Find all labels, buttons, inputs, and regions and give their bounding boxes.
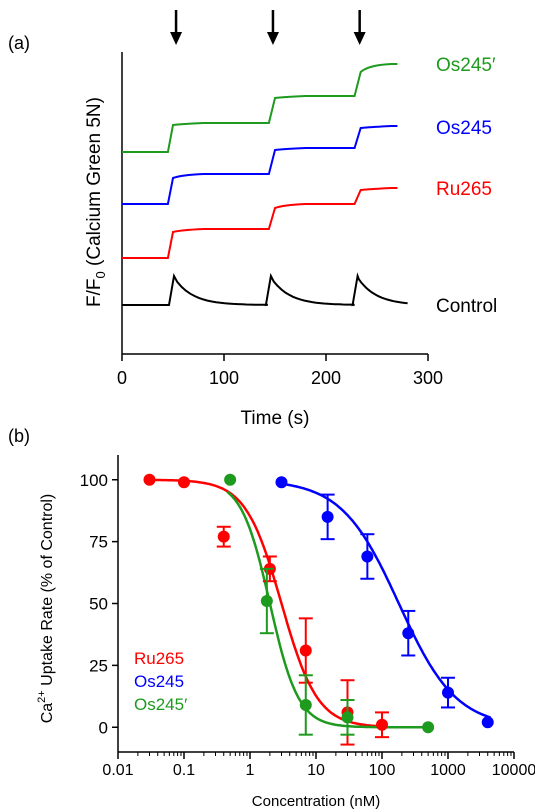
panel-b-label: (b) <box>8 426 30 446</box>
series-label: Control <box>436 296 497 317</box>
data-point <box>260 595 273 608</box>
trace-os245 <box>122 63 398 153</box>
y-tick-label: 100 <box>80 471 108 490</box>
trace-ru265 <box>122 187 398 259</box>
data-point <box>299 644 312 657</box>
x-tick-label: 1000 <box>430 762 466 779</box>
data-point <box>321 510 334 523</box>
legend-entry: Os245′ <box>134 695 187 714</box>
addition-arrow-head <box>170 32 183 45</box>
addition-arrow-head <box>266 32 279 45</box>
panel-a-chart: 0 100 200 300 Time (s) F/F0 (Calcium Green 5N… <box>84 10 497 429</box>
x-tick-label: 100 <box>209 368 239 388</box>
x-axis-title: Concentration (nM) <box>252 793 380 810</box>
x-axis-title: Time (s) <box>241 408 310 429</box>
data-point <box>442 686 454 699</box>
series-label: Os245′ <box>436 55 496 76</box>
series-label: Ru265 <box>436 179 492 200</box>
panel-b-chart: 0 25 50 75 100 0.01 0.1 1 10 100 1000 10000 Concentr… <box>36 455 535 810</box>
data-point <box>361 550 374 563</box>
legend-entry: Ru265 <box>134 649 184 668</box>
trace-control <box>122 272 408 307</box>
trace-os245 <box>122 125 398 205</box>
series-label: Os245 <box>436 118 492 139</box>
y-tick-label: 0 <box>99 718 108 737</box>
x-tick-label: 0.01 <box>102 762 133 779</box>
data-point <box>376 718 388 731</box>
legend-entry: Os245 <box>134 672 184 691</box>
data-point <box>481 716 494 729</box>
data-point <box>402 627 415 640</box>
fit-curve-os245 <box>278 482 491 719</box>
x-tick-label: 200 <box>311 368 341 388</box>
data-point <box>422 721 435 734</box>
x-tick-label: 10000 <box>492 762 535 779</box>
data-point <box>143 473 156 486</box>
y-tick-label: 50 <box>89 595 108 614</box>
y-tick-label: 25 <box>89 656 108 675</box>
data-point <box>299 698 312 711</box>
x-tick-label: 100 <box>369 762 396 779</box>
addition-arrow-head <box>353 32 366 45</box>
panel-a-label: (a) <box>8 33 30 53</box>
data-point <box>341 711 354 724</box>
y-axis-title: Ca2+ Uptake Rate (% of Control) <box>36 494 56 724</box>
x-tick-label: 0 <box>117 368 127 388</box>
y-axis-title: F/F0 (Calcium Green 5N) <box>84 97 108 307</box>
x-tick-label: 300 <box>413 368 443 388</box>
data-point <box>217 530 230 543</box>
data-point <box>224 473 237 486</box>
x-tick-label: 0.1 <box>173 762 195 779</box>
x-tick-label: 1 <box>246 762 255 779</box>
data-point <box>178 476 190 489</box>
x-tick-label: 10 <box>307 762 325 779</box>
data-point <box>275 476 288 489</box>
fit-curve-os245 <box>226 490 431 729</box>
y-tick-label: 75 <box>89 533 108 552</box>
